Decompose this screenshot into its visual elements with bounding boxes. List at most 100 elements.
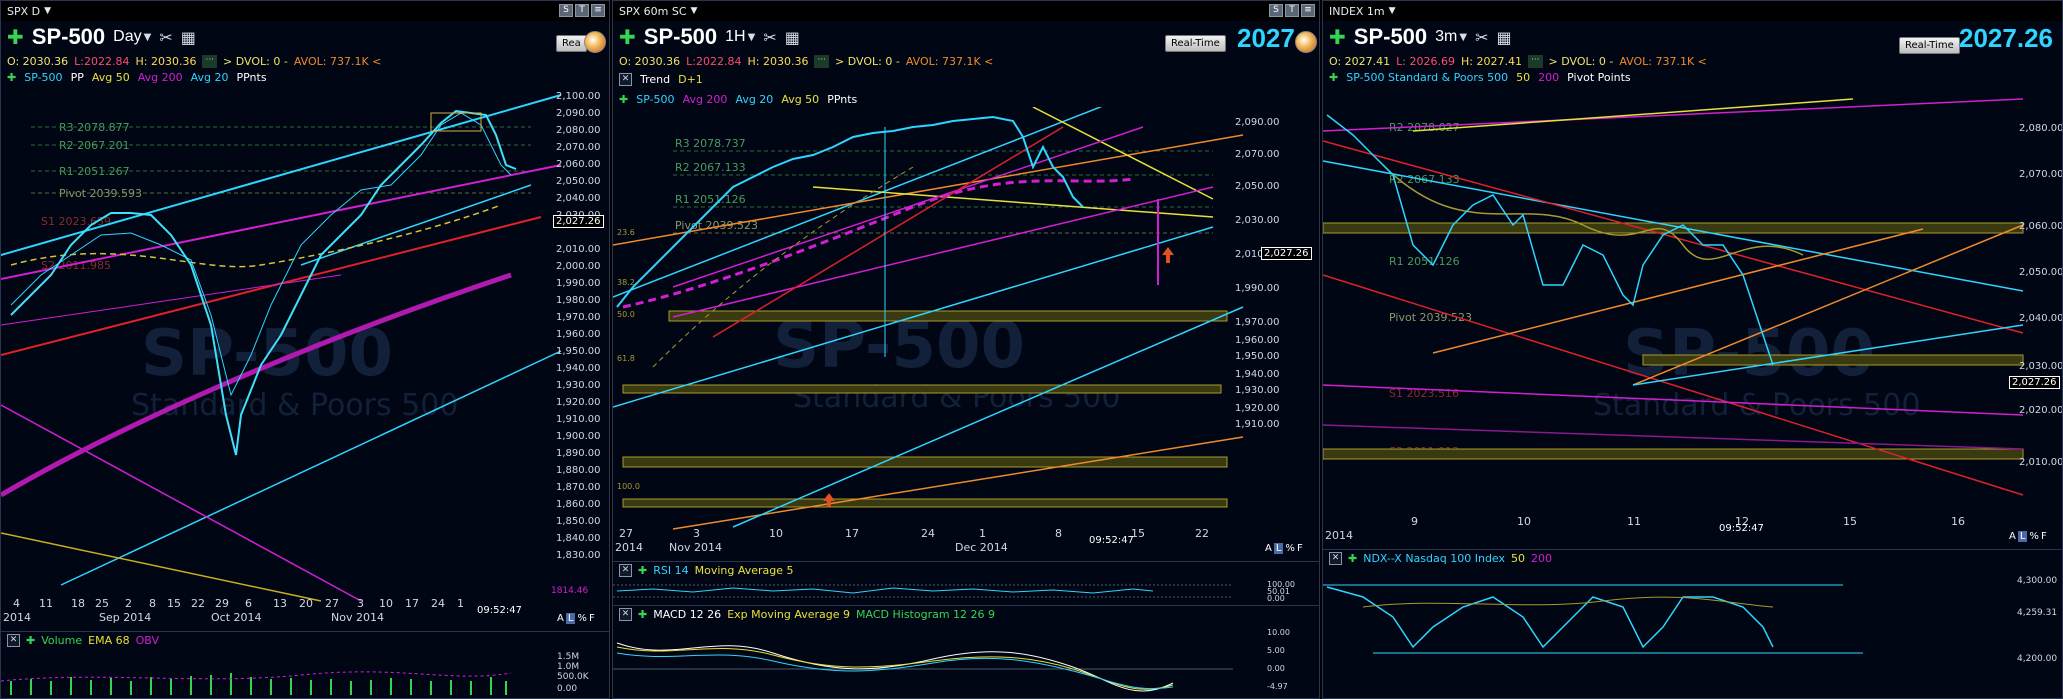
rsi-chart[interactable]: 100.00 50.01 0.00 xyxy=(613,579,1320,603)
window-titlebar[interactable]: SPX 60m SC ▼ S T ≡ xyxy=(613,1,1319,21)
study-toggle-icon[interactable]: ✚ xyxy=(7,71,17,84)
log-scale-toggle[interactable]: L xyxy=(565,613,576,624)
text-icon[interactable]: T xyxy=(575,4,589,17)
text-icon[interactable]: T xyxy=(1285,4,1299,17)
study-toggle-icon[interactable]: ✚ xyxy=(619,93,629,106)
trendline[interactable] xyxy=(1323,424,2024,450)
close-study-icon[interactable]: ✕ xyxy=(619,564,632,577)
study-symbol[interactable]: SP-500 xyxy=(24,71,63,84)
trendline[interactable] xyxy=(613,226,1214,408)
trendline[interactable] xyxy=(672,186,1214,318)
trendline[interactable] xyxy=(1323,384,2024,416)
link-icon[interactable]: S xyxy=(559,4,573,17)
trendline[interactable] xyxy=(1323,140,2024,334)
trendline[interactable] xyxy=(1,274,342,326)
study-toggle-icon[interactable]: ✚ xyxy=(638,564,648,577)
trendline[interactable] xyxy=(812,186,1214,218)
percent-scale-toggle[interactable]: % xyxy=(2029,531,2039,542)
study-volume[interactable]: Volume xyxy=(41,634,83,647)
study-avg-200[interactable]: 200 xyxy=(1531,552,1553,565)
trendline[interactable] xyxy=(1,164,562,280)
add-symbol-icon[interactable]: ✚ xyxy=(1329,25,1346,49)
tools-icon[interactable]: ✂ xyxy=(763,27,777,47)
study-toggle-icon[interactable]: ✚ xyxy=(26,634,36,647)
minute-price-chart[interactable]: SP-500 Standard & Poors 500 R2 2078.027 … xyxy=(1323,85,2063,545)
macd-chart[interactable]: 10.00 5.00 0.00 -4.97 xyxy=(613,623,1320,699)
interval-select[interactable]: 3m xyxy=(1435,28,1458,45)
trendline[interactable] xyxy=(732,306,1244,528)
chevron-down-icon[interactable]: ▼ xyxy=(690,6,698,16)
study-moving-average[interactable]: Moving Average 5 xyxy=(694,564,794,577)
study-macd-histogram[interactable]: MACD Histogram 12 26 9 xyxy=(856,608,996,621)
trendline[interactable] xyxy=(300,184,532,266)
trendline[interactable] xyxy=(712,126,1064,338)
palette-icon[interactable] xyxy=(584,31,606,53)
study-pp[interactable]: PP xyxy=(70,71,84,84)
fixed-scale-toggle[interactable]: F xyxy=(588,613,595,624)
auto-scale-toggle[interactable]: A xyxy=(2009,531,2016,542)
tools-icon[interactable]: ✂ xyxy=(1475,27,1489,47)
trendline[interactable] xyxy=(1632,324,2024,386)
ndx-chart[interactable]: 4,300.00 4,259.31 4,200.00 xyxy=(1323,567,2063,699)
log-scale-toggle[interactable]: L xyxy=(1273,543,1284,554)
trendline[interactable] xyxy=(1032,107,1214,200)
study-rsi[interactable]: RSI 14 xyxy=(653,564,689,577)
symbol-name[interactable]: SP-500 xyxy=(643,24,718,49)
study-symbol[interactable]: SP-500 Standard & Poors 500 xyxy=(1346,71,1509,84)
quote-detail-button[interactable]: ··· xyxy=(1527,55,1543,68)
study-avg-200[interactable]: Avg 200 xyxy=(137,71,183,84)
interval-select[interactable]: 1H xyxy=(725,28,746,45)
study-d1[interactable]: D+1 xyxy=(678,73,703,86)
study-avg-50[interactable]: 50 xyxy=(1511,552,1526,565)
daily-price-chart[interactable]: SP-500 Standard & Poors 500 R3 2078.877 … xyxy=(1,85,610,625)
study-avg-200[interactable]: Avg 200 xyxy=(682,93,728,106)
chevron-down-icon[interactable]: ▼ xyxy=(44,6,52,16)
realtime-button[interactable]: Rea xyxy=(556,35,587,52)
close-study-icon[interactable]: ✕ xyxy=(619,73,632,86)
trendline[interactable] xyxy=(1323,274,2024,496)
trendline[interactable] xyxy=(1,94,562,256)
menu-icon[interactable]: ≡ xyxy=(1301,4,1315,17)
window-titlebar[interactable]: SPX D ▼ S T ≡ xyxy=(1,1,609,21)
calculator-icon[interactable]: ▦ xyxy=(180,27,196,47)
study-ema[interactable]: EMA 68 xyxy=(88,634,130,647)
trendline[interactable] xyxy=(1,216,542,356)
fixed-scale-toggle[interactable]: F xyxy=(1296,543,1303,554)
study-avg-50[interactable]: 50 xyxy=(1516,71,1531,84)
chevron-down-icon[interactable]: ▼ xyxy=(747,31,756,43)
realtime-button[interactable]: Real-Time xyxy=(1165,35,1226,52)
study-avg-50[interactable]: Avg 50 xyxy=(91,71,130,84)
realtime-button[interactable]: Real-Time xyxy=(1899,37,1960,54)
trendline[interactable] xyxy=(613,134,1244,246)
percent-scale-toggle[interactable]: % xyxy=(1285,543,1295,554)
close-study-icon[interactable]: ✕ xyxy=(1329,552,1342,565)
link-icon[interactable]: S xyxy=(1269,4,1283,17)
study-obv[interactable]: OBV xyxy=(135,634,160,647)
calculator-icon[interactable]: ▦ xyxy=(784,27,800,47)
study-macd[interactable]: MACD 12 26 xyxy=(653,608,722,621)
window-titlebar[interactable]: INDEX 1m ▼ xyxy=(1323,1,2062,21)
quote-detail-button[interactable]: ··· xyxy=(202,55,218,68)
study-toggle-icon[interactable]: ✚ xyxy=(638,608,648,621)
trendline[interactable] xyxy=(1632,224,2024,386)
trendline[interactable] xyxy=(672,436,1244,530)
tools-icon[interactable]: ✂ xyxy=(159,27,173,47)
percent-scale-toggle[interactable]: % xyxy=(577,613,587,624)
interval-select[interactable]: Day xyxy=(113,28,142,45)
add-symbol-icon[interactable]: ✚ xyxy=(7,25,24,49)
study-pivot-points[interactable]: Pivot Points xyxy=(1567,71,1631,84)
study-avg-20[interactable]: Avg 20 xyxy=(190,71,229,84)
trendline[interactable] xyxy=(1,404,362,602)
add-symbol-icon[interactable]: ✚ xyxy=(619,25,636,49)
calculator-icon[interactable]: ▦ xyxy=(1496,27,1512,47)
study-avg-20[interactable]: Avg 20 xyxy=(735,93,774,106)
fixed-scale-toggle[interactable]: F xyxy=(2040,531,2047,542)
symbol-name[interactable]: SP-500 xyxy=(1353,24,1428,49)
volume-chart[interactable]: 1.5M 1.0M 500.0K 0.00 xyxy=(1,651,610,699)
trendline[interactable] xyxy=(613,107,1121,298)
menu-icon[interactable]: ≡ xyxy=(591,4,605,17)
study-avg-200[interactable]: 200 xyxy=(1538,71,1560,84)
study-ema[interactable]: Exp Moving Average 9 xyxy=(727,608,851,621)
study-toggle-icon[interactable]: ✚ xyxy=(1348,552,1358,565)
symbol-name[interactable]: SP-500 xyxy=(31,24,106,49)
